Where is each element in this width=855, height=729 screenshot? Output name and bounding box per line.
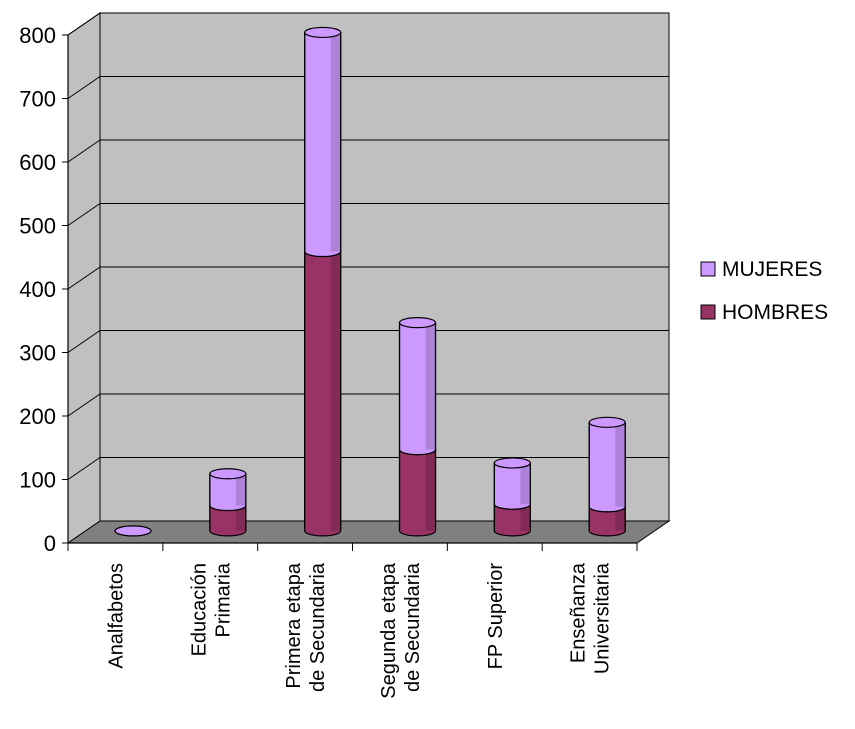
bar-shade	[235, 473, 246, 506]
bar-cap	[114, 525, 152, 537]
y-tick-label: 600	[19, 150, 56, 175]
bar-shade	[330, 251, 341, 531]
chart-walls	[66, 12, 671, 544]
gridline-side	[67, 203, 101, 226]
y-tick-label: 700	[19, 87, 56, 112]
gridline-side	[67, 139, 101, 163]
x-tick-label: Analfabetos	[105, 563, 127, 669]
bar-cap	[209, 468, 247, 480]
bar-shade	[235, 505, 246, 531]
bar-segment-mujeres	[588, 416, 626, 513]
bar-segment-hombres	[398, 444, 437, 537]
bar-shade	[520, 504, 531, 531]
x-tick-label: de Secundaria	[307, 562, 329, 692]
x-tick-label: Enseñanza	[568, 562, 590, 663]
legend: MUJERES HOMBRES	[700, 258, 828, 324]
x-tick-label: Educación	[188, 563, 210, 656]
y-tick-labels: 0 100 200 300 400 500 600 700 800	[19, 23, 56, 556]
gridline-side	[67, 393, 101, 417]
y-tick-label: 0	[44, 531, 56, 556]
gridline-side	[67, 330, 101, 353]
x-tick-label: Primera etapa	[283, 562, 305, 688]
x-tick-labels: Analfabetos Educación Primaria Primera etap…	[105, 562, 613, 699]
y-tick-label: 500	[19, 214, 56, 239]
bar-segment-mujeres	[114, 525, 152, 537]
x-tick-label: Universitaria	[592, 562, 614, 674]
legend-swatch-hombres	[700, 304, 716, 320]
bar-segment-mujeres	[209, 468, 247, 512]
bar-segment-mujeres	[493, 457, 531, 510]
gridline-side	[67, 12, 101, 36]
bar-shade	[425, 449, 436, 531]
gridline-side	[67, 76, 101, 99]
legend-swatch-mujeres	[700, 261, 716, 277]
bar-shade	[520, 462, 531, 505]
gridline-side	[67, 266, 101, 290]
floor	[66, 520, 671, 544]
bar-shade	[615, 506, 626, 531]
bar-cap	[304, 26, 342, 39]
bar-segment-mujeres	[398, 317, 437, 456]
legend-label-hombres: HOMBRES	[722, 301, 828, 324]
y-tick-label: 200	[19, 404, 56, 429]
bar-cap	[588, 416, 626, 428]
x-tick-label: Primaria	[212, 562, 234, 637]
bar-cap	[398, 317, 437, 329]
y-tick-label: 100	[19, 468, 56, 493]
x-tick-label: de Secundaria	[402, 562, 424, 692]
legend-label-mujeres: MUJERES	[722, 258, 822, 281]
y-tick-label: 400	[19, 277, 56, 302]
x-tick-label: FP Superior	[485, 563, 507, 670]
y-tick-label: 300	[19, 341, 56, 366]
bar-shade	[615, 422, 626, 507]
bar-segment-mujeres	[304, 26, 342, 258]
x-tick-label: Segunda etapa	[378, 562, 400, 699]
gridlines	[67, 12, 669, 480]
bar-shade	[425, 322, 436, 450]
bar-cap	[493, 457, 531, 469]
bars	[114, 26, 626, 537]
bar-shade	[330, 32, 341, 252]
gridline-side	[67, 457, 101, 480]
y-tick-label: 800	[19, 23, 56, 48]
axes	[62, 34, 638, 551]
bar-segment-hombres	[304, 245, 342, 537]
